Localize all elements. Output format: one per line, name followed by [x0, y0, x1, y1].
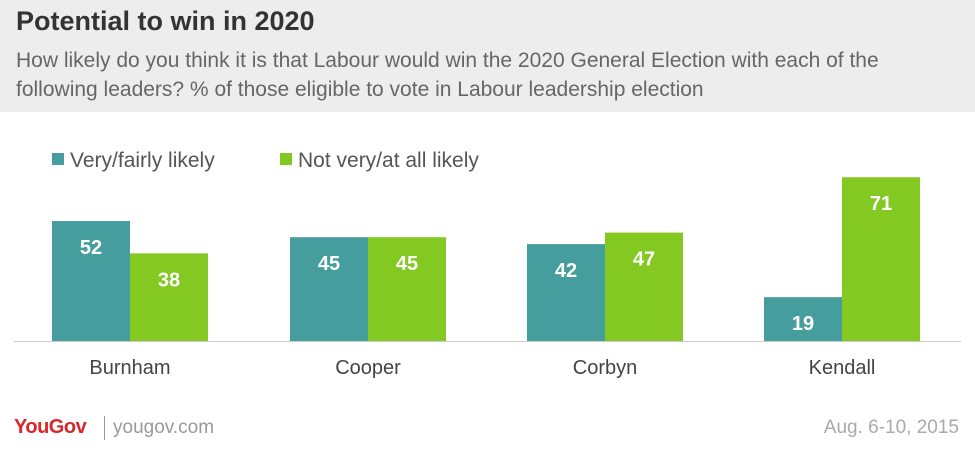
legend-item-series-1: Very/fairly likely — [52, 149, 215, 173]
data-label-kendall-series-1: 19 — [792, 313, 814, 335]
header-band: Potential to win in 2020 How likely do y… — [0, 0, 975, 112]
data-label-burnham-series-2: 38 — [158, 269, 180, 291]
chart-title: Potential to win in 2020 — [16, 6, 315, 36]
legend-swatch-series-1 — [52, 153, 64, 166]
footer-date: Aug. 6-10, 2015 — [823, 417, 959, 438]
bar-corbyn-series-2 — [605, 232, 683, 341]
data-label-kendall-series-2: 71 — [870, 193, 892, 215]
data-label-cooper-series-1: 45 — [318, 253, 340, 275]
data-label-cooper-series-2: 45 — [396, 253, 418, 275]
chart-subtitle: How likely do you think it is that Labou… — [16, 49, 879, 101]
data-label-corbyn-series-1: 42 — [555, 260, 577, 282]
x-tick-label-kendall: Kendall — [809, 357, 876, 379]
x-tick-label-burnham: Burnham — [89, 357, 170, 379]
bar-corbyn-series-1 — [527, 244, 605, 341]
bar-kendall-series-2 — [842, 177, 920, 341]
bar-chart: 52 38 Burnham 45 45 Cooper 42 47 Corbyn 19 71 Kenda… — [14, 177, 961, 379]
legend-swatch-series-2 — [280, 153, 292, 166]
legend-label-series-1: Very/fairly likely — [70, 149, 215, 172]
bar-cooper-series-1 — [290, 237, 368, 341]
data-label-corbyn-series-2: 47 — [633, 249, 655, 271]
bar-burnham-series-2 — [130, 253, 208, 341]
bar-burnham-series-1 — [52, 221, 130, 341]
yougov-logo: YouGov — [14, 416, 87, 438]
footer-divider — [104, 416, 105, 440]
bar-kendall-series-1 — [764, 297, 842, 341]
x-tick-label-cooper: Cooper — [335, 357, 401, 379]
data-label-burnham-series-1: 52 — [80, 237, 102, 259]
bar-cooper-series-2 — [368, 237, 446, 341]
x-tick-label-corbyn: Corbyn — [573, 357, 637, 379]
legend-item-series-2: Not very/at all likely — [280, 149, 479, 173]
legend-label-series-2: Not very/at all likely — [298, 149, 479, 172]
footer-site[interactable]: yougov.com — [113, 417, 215, 438]
